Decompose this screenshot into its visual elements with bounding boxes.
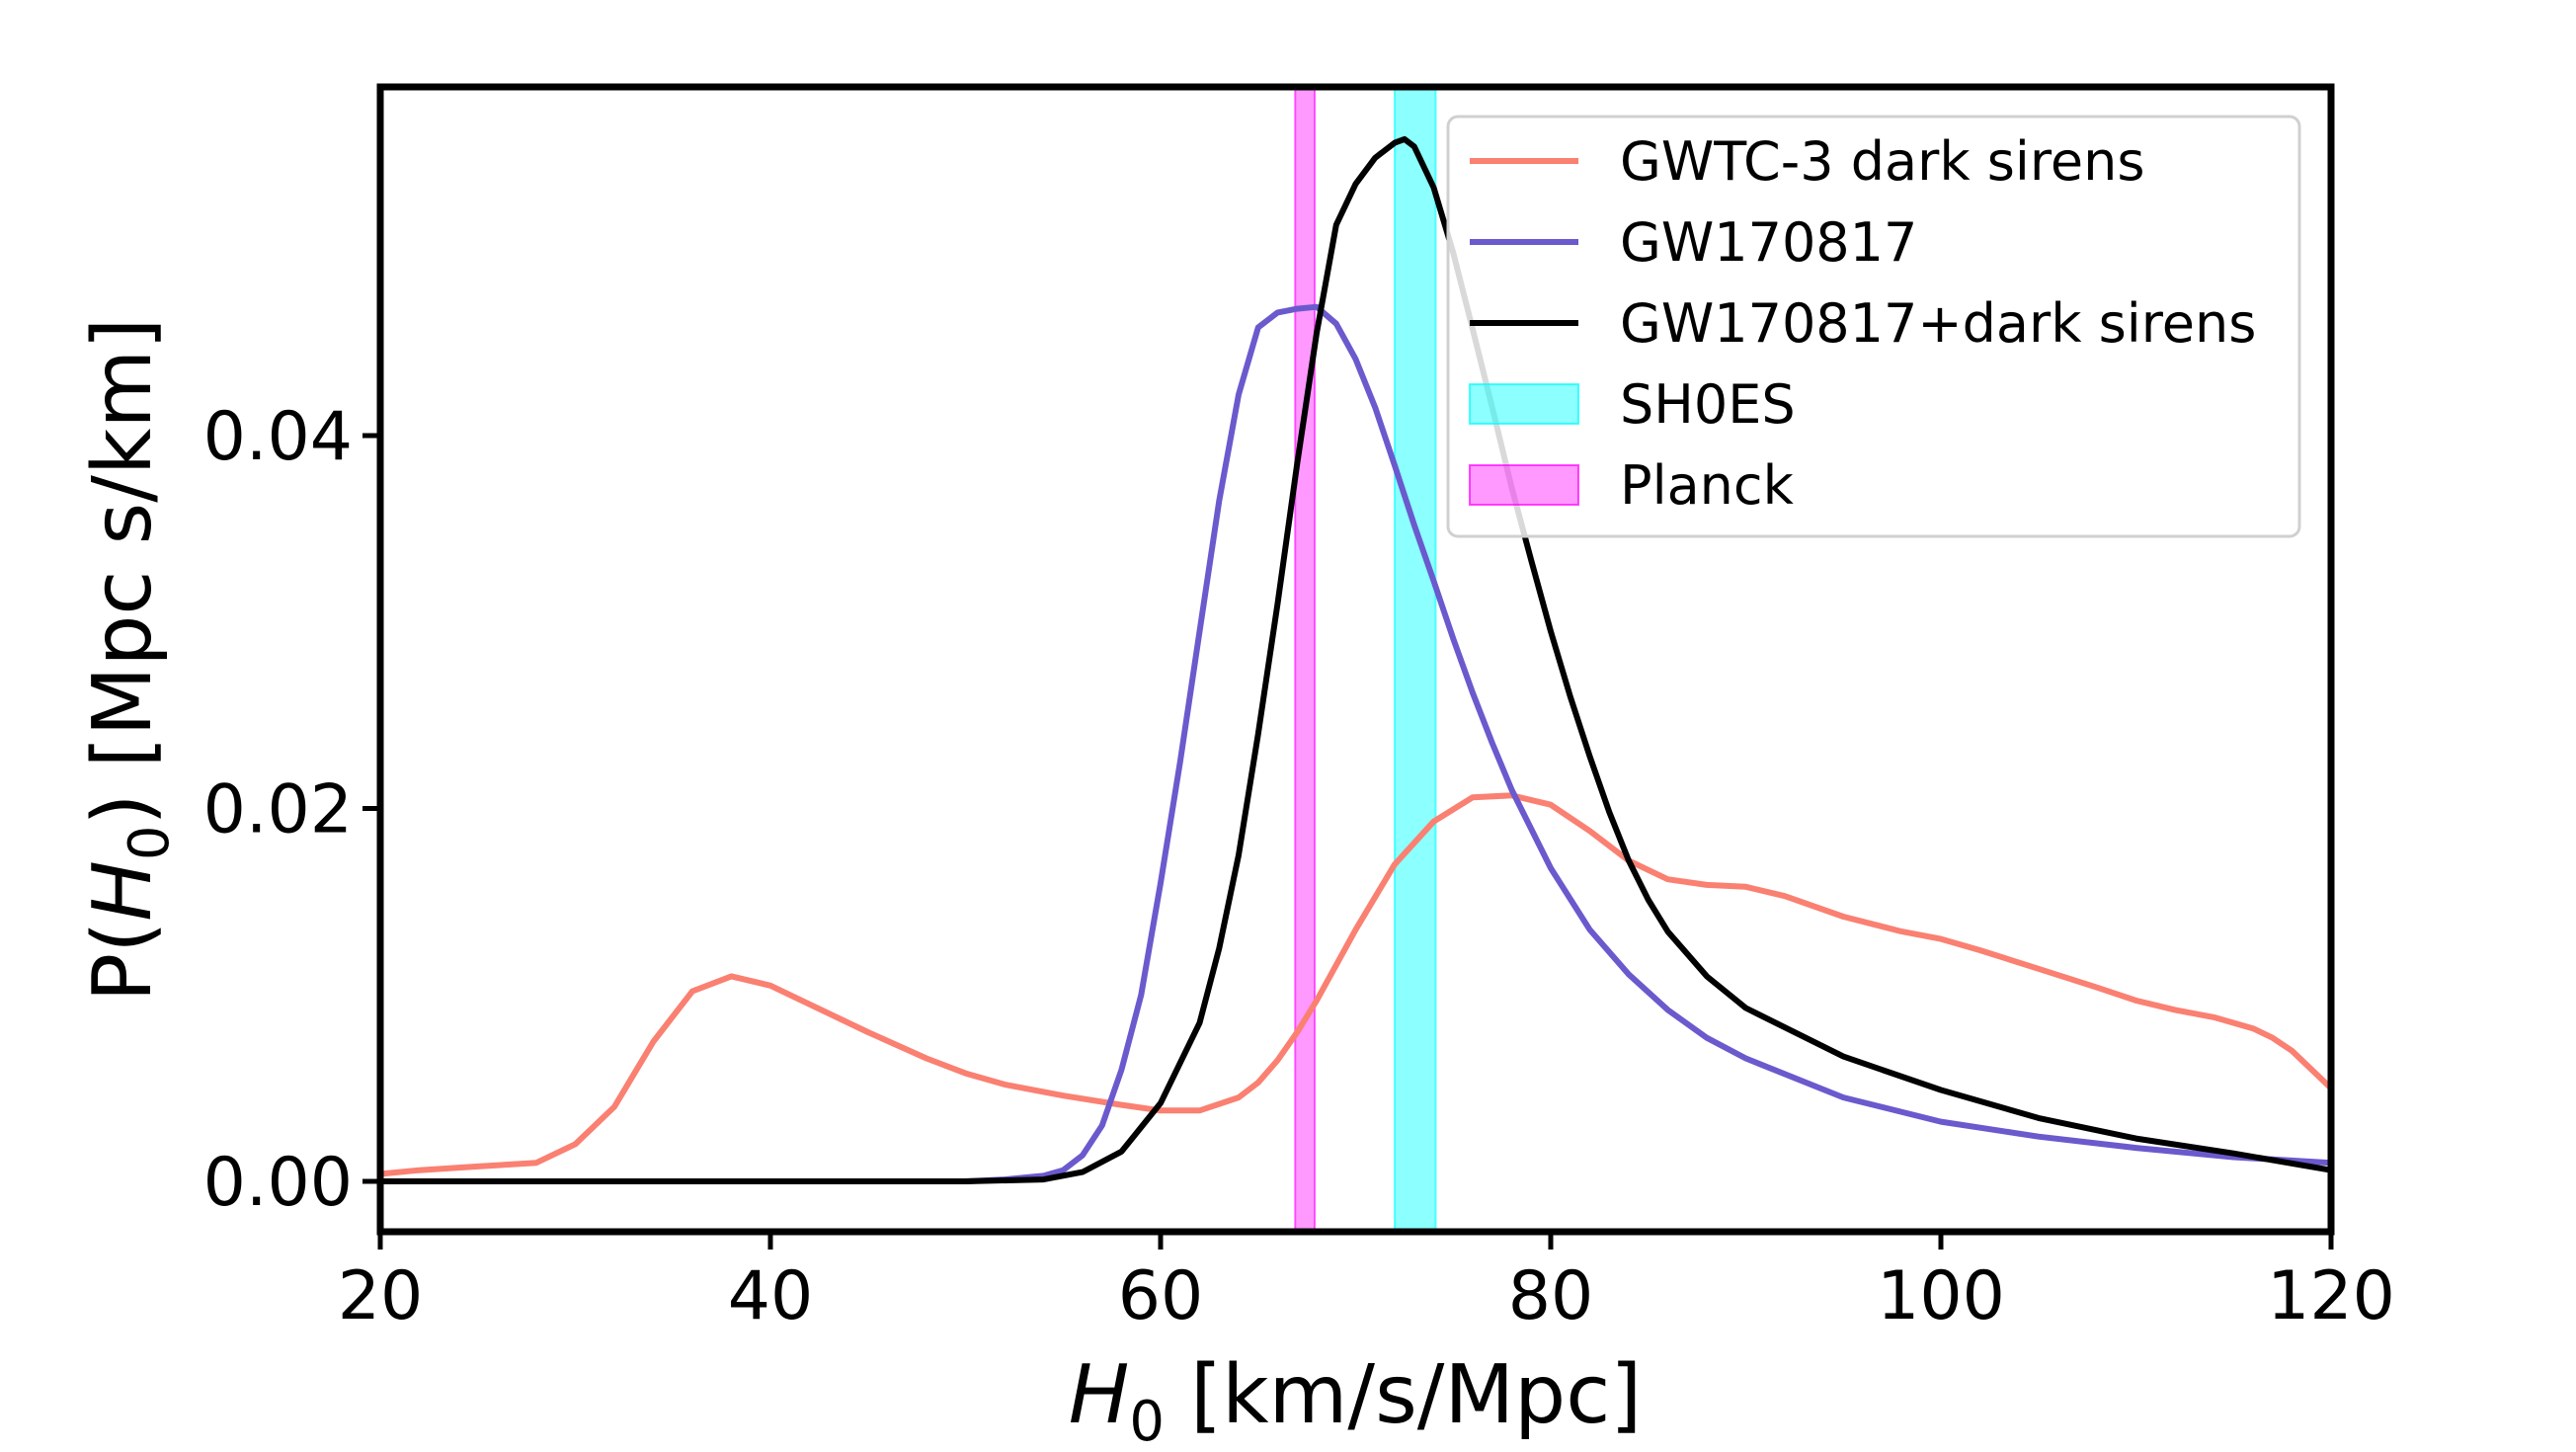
x-tick-label: 20 <box>338 1257 424 1335</box>
legend-swatch-planck <box>1469 464 1579 506</box>
legend-label-planck: Planck <box>1620 454 1795 517</box>
legend-label-gw170817: GW170817 <box>1620 211 1917 274</box>
y-tick-label: 0.04 <box>203 398 353 476</box>
band-planck <box>1294 86 1317 1233</box>
series-layer <box>377 135 2334 1184</box>
y-ticks: 0.00 0.02 0.04 <box>203 398 380 1222</box>
series-line-gwtc-3-dark-sirens <box>377 792 2334 1177</box>
bands-layer <box>1294 86 1437 1233</box>
x-tick-label: 80 <box>1508 1257 1594 1335</box>
x-axis-label: H0 [km/s/Mpc] <box>1069 1348 1643 1452</box>
legend-swatch-sh0es <box>1469 383 1579 425</box>
x-ticks: 20 40 60 80 100 120 <box>338 1232 2395 1335</box>
x-tick-label: 100 <box>1877 1257 2005 1335</box>
legend-box <box>1446 115 2301 538</box>
y-axis-label: P(H0) [Mpc s/km] <box>76 318 182 1002</box>
x-tick-label: 40 <box>728 1257 814 1335</box>
legend-label-sh0es: SH0ES <box>1620 373 1796 436</box>
series-line-gw170817-dark-sirens <box>377 135 2334 1184</box>
band-sh0es <box>1394 86 1437 1233</box>
y-tick-label: 0.02 <box>203 771 353 849</box>
series-line-gw170817 <box>377 303 2334 1184</box>
y-tick-label: 0.00 <box>203 1144 353 1222</box>
legend: GWTC-3 dark sirens GW170817 GW170817+dark … <box>1446 115 2301 538</box>
legend-label-gw170817-dark-sirens: GW170817+dark sirens <box>1620 292 2256 355</box>
x-tick-label: 120 <box>2267 1257 2395 1335</box>
legend-label-gwtc-3-dark-sirens: GWTC-3 dark sirens <box>1620 130 2145 193</box>
x-tick-label: 60 <box>1118 1257 1204 1335</box>
plot-frame <box>376 83 2335 1236</box>
